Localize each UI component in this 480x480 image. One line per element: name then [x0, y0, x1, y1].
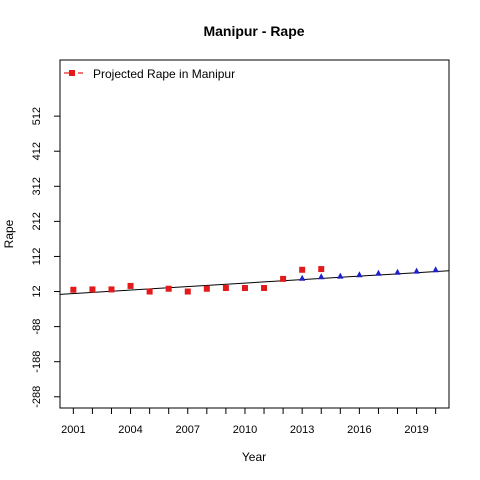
x-axis: 2001 2004 2007 2010 2013 2016 2019 — [61, 408, 437, 436]
projected-point — [337, 272, 344, 279]
trend-line — [59, 270, 450, 295]
projected-point — [432, 266, 439, 273]
y-tick-label: 512 — [31, 107, 43, 125]
x-tick-label: 2019 — [404, 424, 428, 436]
actual-point — [184, 288, 191, 295]
legend-marker — [69, 70, 75, 76]
x-tick-label: 2007 — [176, 424, 200, 436]
actual-point — [299, 266, 306, 273]
projected-point — [375, 269, 382, 276]
actual-point — [165, 285, 172, 292]
actual-point — [222, 285, 229, 292]
projected-point — [394, 268, 401, 275]
actual-point — [70, 286, 77, 293]
projected-point — [413, 267, 420, 274]
projected-point — [318, 273, 325, 280]
actual-point — [241, 285, 248, 292]
x-tick-label: 2016 — [347, 424, 371, 436]
trend-line-group — [59, 270, 450, 295]
projected-point — [298, 274, 306, 281]
y-tick-label: -88 — [31, 319, 43, 335]
x-tick-label: 2010 — [233, 424, 257, 436]
actual-point — [318, 266, 325, 273]
actual-point — [108, 286, 115, 293]
legend: Projected Rape in Manipur — [64, 67, 235, 81]
x-tick-label: 2004 — [118, 424, 142, 436]
y-axis: -288 -188 -88 12 112 212 312 412 512 — [31, 107, 60, 408]
chart-title: Manipur - Rape — [203, 23, 304, 39]
actual-point — [127, 282, 134, 289]
y-axis-label: Rape — [2, 219, 16, 248]
legend-label: Projected Rape in Manipur — [93, 67, 235, 81]
x-tick-label: 2013 — [290, 424, 314, 436]
actual-point — [280, 275, 287, 282]
actual-point — [89, 286, 96, 293]
actual-point — [261, 285, 268, 292]
plot-frame — [59, 59, 450, 409]
y-tick-label: -288 — [31, 386, 43, 408]
y-tick-label: 212 — [31, 212, 43, 230]
y-tick-label: 312 — [31, 177, 43, 195]
y-tick-label: 112 — [31, 248, 43, 266]
x-axis-label: Year — [242, 450, 266, 464]
actual-point — [146, 288, 153, 295]
actual-point — [203, 285, 210, 292]
data-points — [70, 266, 439, 295]
y-tick-label: 12 — [31, 285, 43, 297]
y-tick-label: 412 — [31, 142, 43, 160]
x-tick-label: 2001 — [61, 424, 85, 436]
y-tick-label: -188 — [31, 351, 43, 373]
projected-point — [356, 271, 363, 278]
